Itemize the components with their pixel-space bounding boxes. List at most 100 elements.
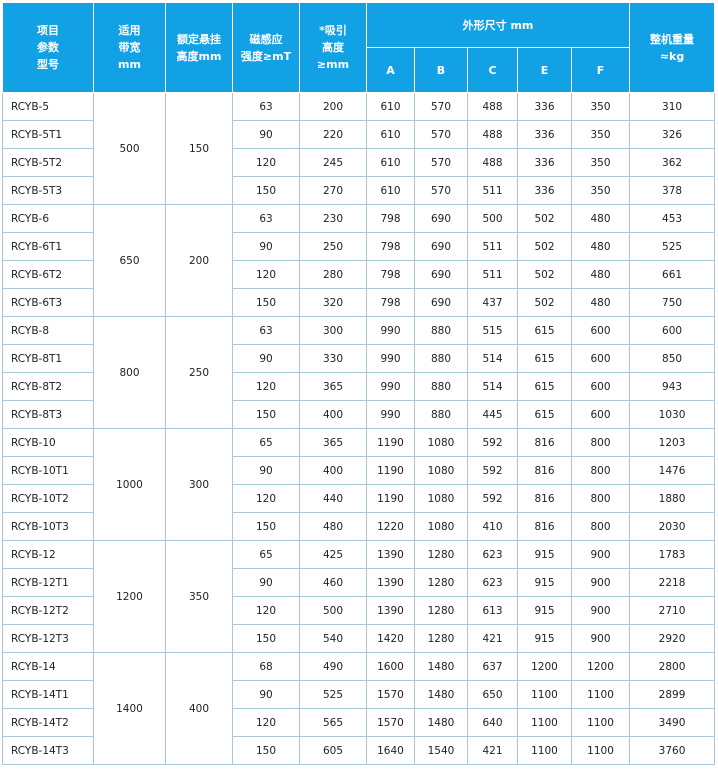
- model-cell: RCYB-12: [2, 540, 94, 569]
- value-cell: 816: [517, 512, 572, 541]
- value-cell: 900: [570, 540, 631, 569]
- value-cell: 480: [570, 204, 631, 233]
- value-cell: 615: [517, 372, 572, 401]
- value-cell: 880: [414, 344, 468, 373]
- header-line: 额定悬挂: [177, 32, 221, 46]
- value-cell: 798: [366, 204, 415, 233]
- value-cell: 800: [570, 428, 631, 457]
- value-cell: 880: [414, 372, 468, 401]
- value-cell: 1080: [414, 428, 468, 457]
- value-cell: 480: [570, 232, 631, 261]
- value-cell: 798: [366, 260, 415, 289]
- model-cell: RCYB-14: [2, 652, 94, 681]
- header-cell: 整机重量 ≈kg: [629, 2, 716, 93]
- value-cell: 350: [570, 148, 631, 177]
- value-cell: 1540: [414, 736, 468, 765]
- value-cell: 610: [366, 92, 415, 121]
- value-cell: 230: [299, 204, 367, 233]
- header-cell: 外形尺寸 mm: [365, 2, 631, 48]
- header-cell: 磁感应 强度≥mT: [232, 2, 300, 93]
- value-cell: 511: [467, 260, 518, 289]
- value-cell: 3760: [629, 736, 716, 765]
- model-cell: RCYB-14T3: [2, 736, 94, 765]
- value-cell: 637: [467, 652, 518, 681]
- value-cell: 915: [517, 596, 572, 625]
- value-cell: 610: [366, 120, 415, 149]
- model-cell: RCYB-8T1: [2, 344, 94, 373]
- value-cell: 511: [467, 176, 518, 205]
- value-cell: 453: [629, 204, 716, 233]
- value-cell: 900: [570, 596, 631, 625]
- value-cell: 610: [366, 148, 415, 177]
- value-cell: 90: [232, 120, 300, 149]
- model-cell: RCYB-5T2: [2, 148, 94, 177]
- value-cell: 1570: [366, 680, 415, 709]
- value-cell: 336: [517, 148, 572, 177]
- value-cell: 1783: [629, 540, 716, 569]
- value-cell: 120: [232, 484, 300, 513]
- value-cell: 1100: [570, 680, 631, 709]
- value-cell: 915: [517, 540, 572, 569]
- value-cell: 798: [366, 232, 415, 261]
- value-cell: 310: [629, 92, 716, 121]
- value-cell: 990: [366, 316, 415, 345]
- value-cell: 816: [517, 456, 572, 485]
- value-cell: 570: [414, 176, 468, 205]
- table-row: RCYB-12T3 150 540 1420 1280 421 915 900 2920: [2, 624, 716, 653]
- header-cell: 额定悬挂 高度mm: [165, 2, 233, 93]
- height-cell: 300: [165, 428, 233, 541]
- model-cell: RCYB-8: [2, 316, 94, 345]
- value-cell: 150: [232, 176, 300, 205]
- value-cell: 120: [232, 148, 300, 177]
- band-cell: 1200: [93, 540, 166, 653]
- value-cell: 490: [299, 652, 367, 681]
- model-cell: RCYB-5T1: [2, 120, 94, 149]
- value-cell: 2030: [629, 512, 716, 541]
- header-row: 项目 参数 型号 适用 带宽 mm 额定悬挂 高度mm 磁感应 强度≥mT *吸引 高度 ≥mm 外形尺寸…: [2, 2, 716, 93]
- header-cell: E: [517, 47, 572, 93]
- value-cell: 1280: [414, 568, 468, 597]
- value-cell: 798: [366, 288, 415, 317]
- value-cell: 690: [414, 204, 468, 233]
- value-cell: 1100: [517, 680, 572, 709]
- header-line: 带宽: [118, 41, 141, 54]
- header-line: 型号: [37, 58, 59, 71]
- value-cell: 1880: [629, 484, 716, 513]
- band-cell: 1400: [93, 652, 166, 765]
- value-cell: 525: [299, 680, 367, 709]
- header-line: mm: [118, 58, 141, 71]
- value-cell: 3490: [629, 708, 716, 737]
- table-body: RCYB-5 500 150 63 200 610 570 488 336 350 310 RCYB-…: [2, 92, 716, 765]
- value-cell: 514: [467, 372, 518, 401]
- model-cell: RCYB-5: [2, 92, 94, 121]
- model-cell: RCYB-6T2: [2, 260, 94, 289]
- value-cell: 600: [629, 316, 716, 345]
- value-cell: 623: [467, 540, 518, 569]
- value-cell: 525: [629, 232, 716, 261]
- value-cell: 650: [467, 680, 518, 709]
- model-cell: RCYB-6T1: [2, 232, 94, 261]
- value-cell: 500: [299, 596, 367, 625]
- model-cell: RCYB-8T2: [2, 372, 94, 401]
- model-cell: RCYB-10T1: [2, 456, 94, 485]
- header-line: 强度≥mT: [240, 49, 292, 63]
- value-cell: 800: [570, 484, 631, 513]
- value-cell: 690: [414, 232, 468, 261]
- value-cell: 990: [366, 344, 415, 373]
- value-cell: 800: [570, 512, 631, 541]
- band-cell: 800: [93, 316, 166, 429]
- value-cell: 425: [299, 540, 367, 569]
- value-cell: 421: [467, 624, 518, 653]
- value-cell: 65: [232, 540, 300, 569]
- value-cell: 488: [467, 92, 518, 121]
- height-cell: 200: [165, 204, 233, 317]
- value-cell: 245: [299, 148, 367, 177]
- value-cell: 592: [467, 428, 518, 457]
- value-cell: 200: [299, 92, 367, 121]
- value-cell: 2920: [629, 624, 716, 653]
- table-row: RCYB-5 500 150 63 200 610 570 488 336 350 310: [2, 92, 716, 205]
- value-cell: 460: [299, 568, 367, 597]
- value-cell: 1190: [366, 428, 415, 457]
- header-line: 参数: [37, 41, 59, 54]
